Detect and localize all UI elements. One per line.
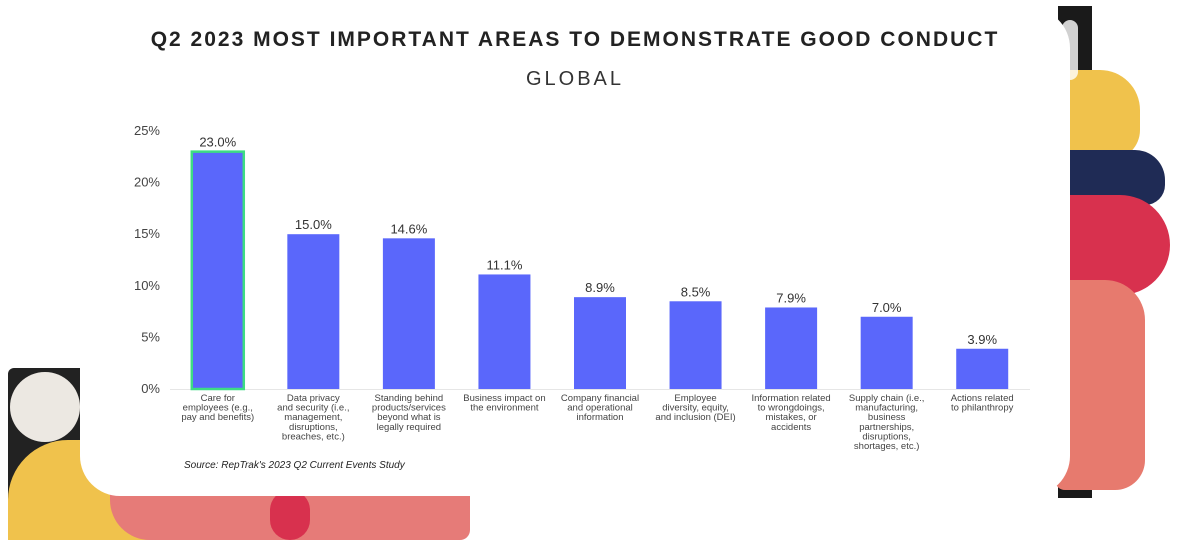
chart-title: Q2 2023 MOST IMPORTANT AREAS TO DEMONSTR… bbox=[150, 28, 1000, 51]
y-tick-label: 25% bbox=[134, 123, 160, 138]
source-note: Source: RepTrak's 2023 Q2 Current Events… bbox=[184, 460, 405, 471]
x-tick-label: Care for employees (e.g., pay and benefits… bbox=[181, 393, 254, 423]
y-tick-label: 0% bbox=[141, 381, 160, 396]
x-tick-label: Information related to wrongdoings, mistak… bbox=[752, 393, 831, 433]
decor-collage-right-red bbox=[1060, 195, 1170, 295]
bar bbox=[669, 301, 722, 389]
bar bbox=[574, 297, 626, 389]
bar bbox=[382, 238, 435, 389]
bar bbox=[860, 316, 913, 389]
bar-value-label: 8.5% bbox=[681, 284, 711, 299]
decor-collage-right-salmon bbox=[1055, 280, 1145, 490]
y-tick-label: 10% bbox=[134, 278, 160, 293]
decor-collage-left-red bbox=[270, 490, 310, 540]
x-tick-label: Data privacy and security (i.e., managemen… bbox=[277, 393, 349, 442]
bar bbox=[765, 307, 818, 389]
bar-value-label: 7.9% bbox=[776, 290, 806, 305]
bar-value-label: 11.1% bbox=[486, 257, 522, 272]
bar-value-label: 23.0% bbox=[199, 135, 236, 150]
x-tick-label: Supply chain (i.e., manufacturing, busines… bbox=[849, 393, 925, 452]
bar-value-label: 7.0% bbox=[872, 300, 902, 315]
y-tick-label: 15% bbox=[134, 226, 160, 241]
bar-value-label: 8.9% bbox=[585, 280, 615, 295]
x-tick-label: Company financial and operational informat… bbox=[561, 393, 639, 423]
x-tick-label: Actions related to philanthropy bbox=[951, 393, 1014, 414]
bar bbox=[190, 150, 246, 391]
x-tick-label: Business impact on the environment bbox=[463, 393, 545, 414]
x-tick-label: Employee diversity, equity, and inclusion … bbox=[655, 393, 735, 423]
bar bbox=[287, 234, 340, 389]
bar bbox=[956, 348, 1009, 389]
decor-collage-right-yellow bbox=[1060, 70, 1140, 160]
y-tick-label: 20% bbox=[134, 175, 160, 190]
y-tick-label: 5% bbox=[141, 329, 160, 344]
bar bbox=[478, 274, 531, 389]
bar-value-label: 14.6% bbox=[390, 221, 427, 236]
decor-collage-left-circle bbox=[10, 372, 80, 442]
bar-value-label: 15.0% bbox=[295, 217, 332, 232]
x-tick-label: Standing behind products/services beyond w… bbox=[372, 393, 446, 433]
chart-subtitle: GLOBAL bbox=[525, 68, 625, 90]
bar-value-label: 3.9% bbox=[967, 332, 997, 347]
